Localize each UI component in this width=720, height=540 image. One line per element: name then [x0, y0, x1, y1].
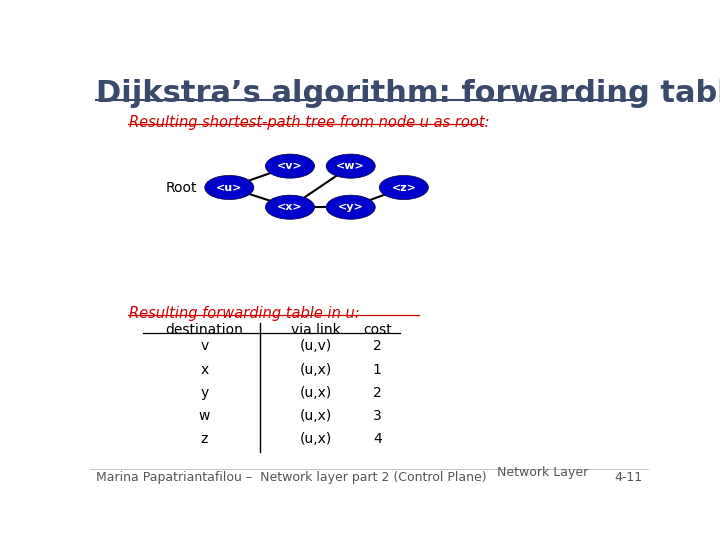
- Text: 4: 4: [373, 433, 382, 447]
- Text: <y>: <y>: [338, 202, 364, 212]
- Text: (u,x): (u,x): [300, 409, 332, 423]
- Text: 2: 2: [373, 386, 382, 400]
- Text: (u,x): (u,x): [300, 433, 332, 447]
- Text: <z>: <z>: [392, 183, 416, 192]
- Ellipse shape: [266, 195, 315, 219]
- Text: Network Layer: Network Layer: [498, 467, 588, 480]
- Ellipse shape: [326, 195, 375, 219]
- Text: 2: 2: [373, 339, 382, 353]
- Text: (u,v): (u,v): [300, 339, 332, 353]
- Text: <v>: <v>: [277, 161, 303, 171]
- Text: cost: cost: [363, 323, 392, 338]
- Text: 4-11: 4-11: [614, 471, 642, 484]
- Text: z: z: [201, 433, 208, 447]
- Ellipse shape: [379, 176, 428, 200]
- Text: via link: via link: [291, 323, 341, 338]
- Text: (u,x): (u,x): [300, 386, 332, 400]
- Text: 3: 3: [373, 409, 382, 423]
- Text: v: v: [200, 339, 209, 353]
- Text: w: w: [199, 409, 210, 423]
- Text: 1: 1: [373, 362, 382, 376]
- Text: <w>: <w>: [336, 161, 365, 171]
- Ellipse shape: [326, 154, 375, 178]
- Ellipse shape: [266, 154, 315, 178]
- Ellipse shape: [204, 176, 254, 200]
- Text: Root: Root: [166, 180, 197, 194]
- Text: <u>: <u>: [216, 183, 243, 192]
- Text: Dijkstra’s algorithm: forwarding table: Dijkstra’s algorithm: forwarding table: [96, 79, 720, 109]
- Text: (u,x): (u,x): [300, 362, 332, 376]
- Text: y: y: [200, 386, 209, 400]
- Text: <x>: <x>: [277, 202, 303, 212]
- Text: Resulting shortest-path tree from node u as root:: Resulting shortest-path tree from node u…: [129, 114, 490, 130]
- Text: x: x: [200, 362, 209, 376]
- Text: Resulting forwarding table in u:: Resulting forwarding table in u:: [129, 306, 360, 321]
- Text: Marina Papatriantafilou –  Network layer part 2 (Control Plane): Marina Papatriantafilou – Network layer …: [96, 471, 486, 484]
- Text: destination: destination: [166, 323, 243, 338]
